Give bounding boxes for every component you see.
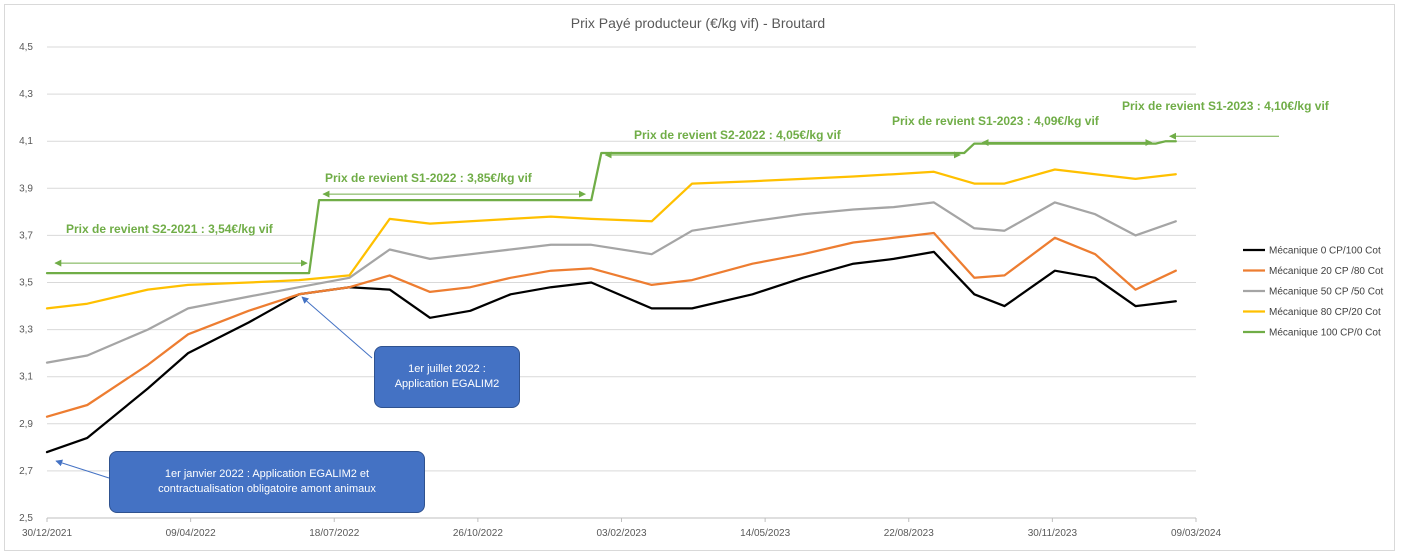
annotation-label: Prix de revient S1-2022 : 3,85€/kg vif bbox=[325, 171, 533, 185]
y-tick-label: 4,1 bbox=[19, 136, 33, 147]
callout-line: 1er janvier 2022 : Application EGALIM2 e… bbox=[164, 468, 370, 480]
annotation-arrows bbox=[54, 132, 1279, 479]
series-line-1 bbox=[45, 250, 1177, 454]
y-tick-label: 2,9 bbox=[19, 419, 33, 430]
x-tick-label: 18/07/2022 bbox=[309, 528, 359, 539]
series-lines bbox=[45, 140, 1177, 454]
y-tick-label: 3,5 bbox=[19, 278, 33, 289]
x-tick-label: 14/05/2023 bbox=[740, 528, 790, 539]
callout-arrow bbox=[55, 459, 110, 479]
gridlines bbox=[47, 46, 1196, 519]
x-axis: 30/12/2021 09/04/2022 18/07/2022 26/10/2022… bbox=[22, 518, 1221, 539]
y-axis: 2,5 2,7 2,9 3,1 3,3 3,5 3,7 3,9 4,1 4,3 4,5 bbox=[19, 42, 33, 524]
y-tick-label: 2,5 bbox=[19, 513, 33, 524]
legend-label: Mécanique 20 CP /80 Cot bbox=[1269, 266, 1384, 277]
x-tick-label: 09/04/2022 bbox=[166, 528, 216, 539]
legend: Mécanique 0 CP/100 Cot Mécanique 20 CP /8… bbox=[1243, 246, 1384, 339]
x-tick-label: 26/10/2022 bbox=[453, 528, 503, 539]
legend-label: Mécanique 80 CP/20 Cot bbox=[1269, 307, 1381, 318]
annotation-label: Prix de revient S2-2022 : 4,05€/kg vif bbox=[634, 128, 842, 142]
y-tick-label: 3,7 bbox=[19, 230, 33, 241]
callout-egalim-july-2022: 1er juillet 2022 : Application EGALIM2 bbox=[374, 346, 520, 408]
callout-arrow bbox=[301, 296, 373, 359]
x-tick-label: 09/03/2024 bbox=[1171, 528, 1221, 539]
legend-label: Mécanique 50 CP /50 Cot bbox=[1269, 287, 1384, 298]
annotation-label: Prix de revient S1-2023 : 4,09€/kg vif bbox=[892, 114, 1100, 128]
series-line-2 bbox=[45, 231, 1177, 418]
x-tick-label: 30/11/2023 bbox=[1028, 528, 1078, 539]
chart-frame bbox=[4, 4, 1395, 551]
annotation-label: Prix de revient S2-2021 : 3,54€/kg vif bbox=[66, 222, 274, 236]
y-tick-label: 3,1 bbox=[19, 372, 33, 383]
chart-title: Prix Payé producteur (€/kg vif) - Brouta… bbox=[571, 15, 825, 31]
y-tick-label: 2,7 bbox=[19, 466, 33, 477]
callout-line: contractualisation obligatoire amont ani… bbox=[158, 483, 376, 495]
series-line-3 bbox=[45, 201, 1177, 364]
x-tick-label: 22/08/2023 bbox=[884, 528, 934, 539]
annotation-label: Prix de revient S1-2023 : 4,10€/kg vif bbox=[1122, 99, 1330, 113]
x-tick-label: 03/02/2023 bbox=[596, 528, 646, 539]
callout-line: 1er juillet 2022 : bbox=[408, 363, 486, 375]
y-tick-label: 3,9 bbox=[19, 183, 33, 194]
y-tick-label: 4,3 bbox=[19, 89, 33, 100]
callout-line: Application EGALIM2 bbox=[394, 378, 500, 390]
y-tick-label: 3,3 bbox=[19, 325, 33, 336]
callout-egalim-january-2022: 1er janvier 2022 : Application EGALIM2 e… bbox=[109, 451, 425, 513]
legend-label: Mécanique 100 CP/0 Cot bbox=[1269, 328, 1381, 339]
series-line-5 bbox=[45, 140, 1177, 275]
y-tick-label: 4,5 bbox=[19, 42, 33, 53]
legend-label: Mécanique 0 CP/100 Cot bbox=[1269, 246, 1381, 257]
annotations: Prix de revient S2-2021 : 3,54€/kg vif Pr… bbox=[66, 99, 1330, 236]
series-line-4 bbox=[45, 168, 1177, 310]
x-tick-label: 30/12/2021 bbox=[22, 528, 72, 539]
